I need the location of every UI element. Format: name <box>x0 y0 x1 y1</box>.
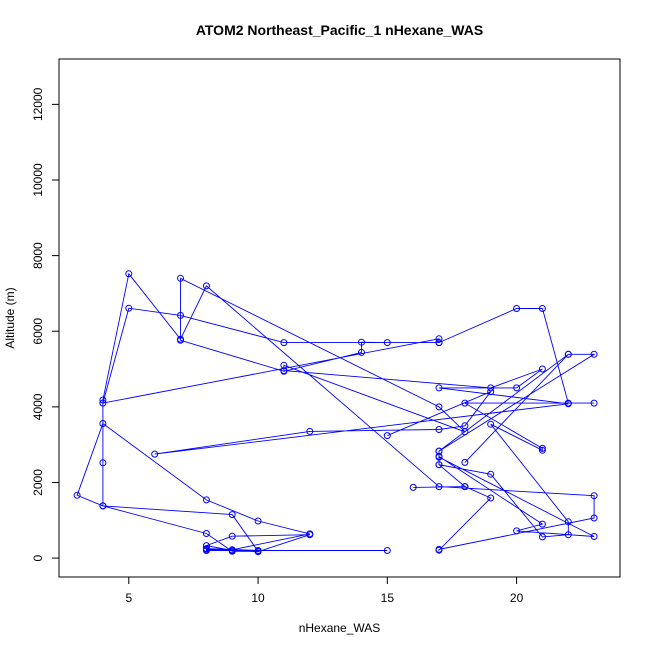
data-point <box>306 427 314 435</box>
data-point <box>461 422 469 430</box>
data-point <box>487 470 495 478</box>
data-point <box>435 335 443 343</box>
data-point <box>538 533 546 541</box>
y-tick-label: 8000 <box>31 242 45 269</box>
data-point <box>99 459 107 467</box>
data-point <box>461 399 469 407</box>
data-point <box>538 305 546 312</box>
data-point <box>125 304 133 312</box>
data-point <box>487 384 495 392</box>
chart-title: ATOM2 Northeast_Pacific_1 nHexane_WAS <box>196 22 483 38</box>
data-point <box>538 520 546 528</box>
data-point <box>228 532 236 540</box>
data-point <box>202 496 210 504</box>
data-point <box>383 339 391 347</box>
data-point <box>280 367 288 375</box>
data-point <box>461 458 469 466</box>
data-point <box>435 453 443 461</box>
data-point <box>538 365 546 373</box>
data-point <box>73 491 81 499</box>
data-point <box>487 420 495 428</box>
data-point <box>358 338 365 346</box>
data-point <box>564 350 572 358</box>
data-point <box>254 547 262 555</box>
data-point <box>538 444 546 452</box>
data-point <box>564 518 572 526</box>
x-axis: 5 10 15 20 <box>125 576 524 605</box>
data-point <box>125 270 133 278</box>
data-point <box>254 517 262 525</box>
data-point <box>538 446 546 454</box>
data-point <box>202 542 210 550</box>
data-point <box>435 461 443 469</box>
y-axis-label: Altitude (m) <box>3 287 17 348</box>
data-point <box>202 282 210 290</box>
x-tick-label: 10 <box>251 591 265 605</box>
data-point <box>358 348 365 356</box>
data-point <box>564 531 572 539</box>
x-tick-label: 15 <box>381 591 395 605</box>
data-point <box>280 339 288 347</box>
data-point <box>435 403 443 411</box>
data-point <box>99 396 107 404</box>
data-point <box>151 450 159 458</box>
data-point <box>590 350 598 358</box>
data-point <box>435 339 443 347</box>
data-series <box>73 270 598 556</box>
x-axis-label: nHexane_WAS <box>299 621 381 635</box>
data-point <box>177 274 184 282</box>
y-tick-label: 2000 <box>31 469 45 496</box>
data-point <box>306 530 314 538</box>
data-point <box>435 426 443 433</box>
plot-frame <box>58 58 621 578</box>
x-tick-label: 20 <box>510 591 524 605</box>
data-point <box>590 533 598 540</box>
data-point <box>487 494 495 502</box>
data-point <box>228 511 236 519</box>
data-point <box>99 420 107 427</box>
y-axis: 0 2000 4000 6000 8000 10000 12000 <box>31 87 60 561</box>
data-point <box>99 399 107 407</box>
data-point <box>435 384 443 392</box>
data-point <box>202 530 210 537</box>
data-point <box>513 305 521 312</box>
data-point <box>564 400 572 408</box>
x-tick-label: 5 <box>125 591 132 605</box>
data-point <box>513 384 521 392</box>
data-point <box>228 547 236 555</box>
y-tick-label: 12000 <box>31 87 45 121</box>
y-tick-label: 6000 <box>31 318 45 345</box>
plot-border <box>58 58 621 578</box>
data-point <box>487 388 495 396</box>
data-point <box>409 483 417 491</box>
data-point <box>435 546 443 554</box>
data-point <box>383 432 391 440</box>
y-tick-label: 4000 <box>31 393 45 420</box>
data-point <box>383 547 391 554</box>
data-point <box>202 545 210 553</box>
data-point <box>590 492 598 500</box>
data-point <box>177 336 184 344</box>
data-point <box>461 483 469 491</box>
data-point <box>435 483 443 491</box>
data-point <box>513 527 521 535</box>
series-line <box>76 272 596 553</box>
y-tick-label: 10000 <box>31 163 45 197</box>
data-point <box>280 361 288 369</box>
data-point <box>590 399 598 407</box>
data-point <box>590 514 598 522</box>
data-point <box>99 502 107 510</box>
y-tick-label: 0 <box>31 554 45 561</box>
data-point <box>177 311 184 319</box>
